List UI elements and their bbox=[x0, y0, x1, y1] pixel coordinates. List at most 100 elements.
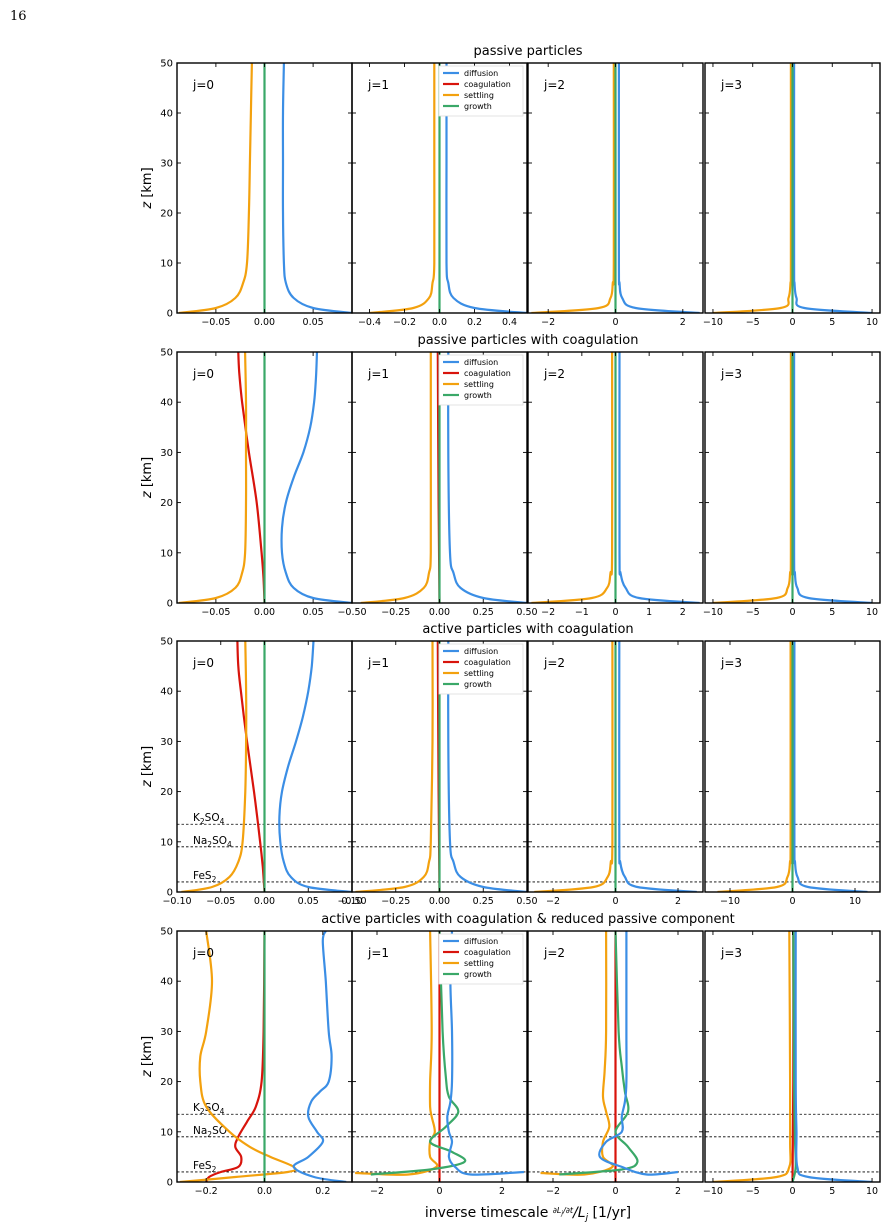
x-tick-label: 0.25 bbox=[473, 607, 494, 618]
legend-entry: coagulation bbox=[464, 948, 511, 957]
y-axis-label: z [km] bbox=[140, 167, 155, 209]
y-tick-label: 40 bbox=[160, 687, 173, 698]
legend-entry: settling bbox=[464, 91, 494, 100]
x-tick-label: 0.25 bbox=[473, 896, 494, 907]
series-growth bbox=[370, 931, 467, 1176]
series-settling bbox=[712, 931, 792, 1182]
x-tick-label: −0.4 bbox=[358, 317, 381, 328]
series-diffusion bbox=[794, 931, 873, 1182]
legend: diffusion coagulation settling growth bbox=[438, 354, 524, 406]
panel-label: j=0 bbox=[192, 656, 214, 670]
panel-j-1: −0.4 −0.2 0.0 0.2 0.4 j=1 diffusion coagulation… bbox=[351, 62, 528, 328]
x-tick-label: 2 bbox=[675, 1186, 681, 1197]
x-tick-label: 5 bbox=[829, 607, 835, 618]
x-tick-label: 10 bbox=[866, 317, 878, 328]
panel-label: j=0 bbox=[192, 367, 214, 381]
panel-j-0: K2SO4 Na2SO4 FeS2 −0.10 −0.05 0.00 0.05 0.10 j=0 bbox=[162, 640, 363, 907]
x-tick-label: 0 bbox=[612, 1186, 618, 1197]
series-diffusion bbox=[281, 63, 352, 313]
series-settling bbox=[531, 63, 615, 313]
x-tick-label: −10 bbox=[703, 1186, 723, 1197]
series-diffusion bbox=[792, 352, 873, 603]
series-settling bbox=[717, 641, 792, 892]
y-tick-label: 40 bbox=[160, 977, 173, 988]
panel-label: j=1 bbox=[367, 656, 389, 670]
x-tick-label: 0.2 bbox=[315, 1186, 330, 1197]
x-tick-label: 2 bbox=[680, 317, 686, 328]
subfigure-title: active particles with coagulation & redu… bbox=[321, 912, 735, 927]
panel-label: j=1 bbox=[367, 367, 389, 381]
series-diffusion bbox=[618, 352, 700, 603]
panel-label: j=1 bbox=[367, 78, 389, 92]
panel-j-3: −10 0 10 j=3 bbox=[704, 640, 881, 907]
x-tick-label: 0.00 bbox=[429, 607, 450, 618]
legend-entry: settling bbox=[464, 380, 494, 389]
series-coagulation bbox=[205, 931, 266, 1182]
legend-box bbox=[438, 65, 524, 117]
y-tick-label: 10 bbox=[160, 259, 173, 270]
legend-box bbox=[438, 354, 524, 406]
panel-label: j=3 bbox=[720, 367, 742, 381]
series-settling bbox=[178, 63, 253, 313]
legend-entry: diffusion bbox=[464, 937, 498, 946]
x-tick-label: 0 bbox=[612, 317, 618, 328]
y-tick-label: 20 bbox=[160, 1077, 173, 1088]
series-settling bbox=[712, 352, 793, 603]
layer-label: Na2SO4 bbox=[193, 835, 232, 849]
y-tick-label: 50 bbox=[160, 59, 173, 70]
y-tick-label: 0 bbox=[167, 599, 173, 610]
legend-entry: settling bbox=[464, 959, 494, 968]
x-tick-label: −10 bbox=[703, 317, 723, 328]
x-tick-label: 0 bbox=[789, 607, 795, 618]
y-tick-label: 50 bbox=[160, 348, 173, 359]
series-settling bbox=[360, 352, 432, 603]
legend-entry: diffusion bbox=[464, 358, 498, 367]
x-tick-label: 0 bbox=[436, 1186, 442, 1197]
panel-j-3: −10 −5 0 5 10 j=3 bbox=[703, 930, 881, 1197]
legend-entry: growth bbox=[464, 102, 492, 111]
legend-entry: growth bbox=[464, 391, 492, 400]
panel-j-2: −2 0 2 j=2 bbox=[527, 930, 704, 1197]
series-diffusion bbox=[278, 641, 352, 892]
series-settling bbox=[355, 641, 434, 892]
series-settling bbox=[369, 63, 436, 313]
y-axis-label: z [km] bbox=[140, 457, 155, 499]
panel-j-3: −10 −5 0 5 10 j=3 bbox=[703, 351, 881, 618]
x-tick-label: 10 bbox=[866, 1186, 878, 1197]
x-axis-label: inverse timescale ∂Lj/∂t/Lj [1/yr] bbox=[425, 1205, 631, 1223]
legend-entry: coagulation bbox=[464, 658, 511, 667]
x-tick-label: −2 bbox=[546, 1186, 560, 1197]
x-tick-label: 10 bbox=[866, 607, 878, 618]
legend-entry: growth bbox=[464, 680, 492, 689]
panel-label: j=3 bbox=[720, 78, 742, 92]
x-tick-label: 0.00 bbox=[429, 896, 450, 907]
legend-entry: coagulation bbox=[464, 80, 511, 89]
x-tick-label: 0 bbox=[789, 1186, 795, 1197]
x-tick-label: 0 bbox=[612, 607, 618, 618]
x-tick-label: 10 bbox=[849, 896, 861, 907]
x-tick-label: −2 bbox=[541, 317, 555, 328]
series-growth bbox=[791, 931, 797, 1182]
x-tick-label: 2 bbox=[680, 607, 686, 618]
legend-entry: coagulation bbox=[464, 369, 511, 378]
x-tick-label: −10 bbox=[720, 896, 740, 907]
x-tick-label: 0.0 bbox=[432, 317, 447, 328]
series-diffusion bbox=[292, 931, 347, 1182]
series-settling bbox=[540, 931, 615, 1176]
panel-label: j=0 bbox=[192, 78, 214, 92]
x-tick-label: −1 bbox=[575, 607, 589, 618]
x-tick-label: 0.05 bbox=[298, 896, 319, 907]
x-tick-label: 5 bbox=[829, 317, 835, 328]
y-tick-label: 20 bbox=[160, 787, 173, 798]
panel-j-0: −0.05 0.00 0.05 j=0 bbox=[176, 62, 353, 328]
page-number: 16 bbox=[10, 9, 27, 24]
x-tick-label: −0.05 bbox=[201, 317, 230, 328]
x-tick-label: −0.10 bbox=[162, 896, 191, 907]
x-tick-label: 0.05 bbox=[303, 607, 324, 618]
y-tick-label: 20 bbox=[160, 498, 173, 509]
layer-label: Na2SO bbox=[193, 1125, 227, 1139]
y-tick-label: 10 bbox=[160, 837, 173, 848]
x-tick-label: 0.00 bbox=[254, 896, 275, 907]
x-tick-label: −0.25 bbox=[381, 607, 410, 618]
panel-j-1: −2 0 2 j=1 diffusion coagulation settling growt… bbox=[351, 930, 528, 1197]
